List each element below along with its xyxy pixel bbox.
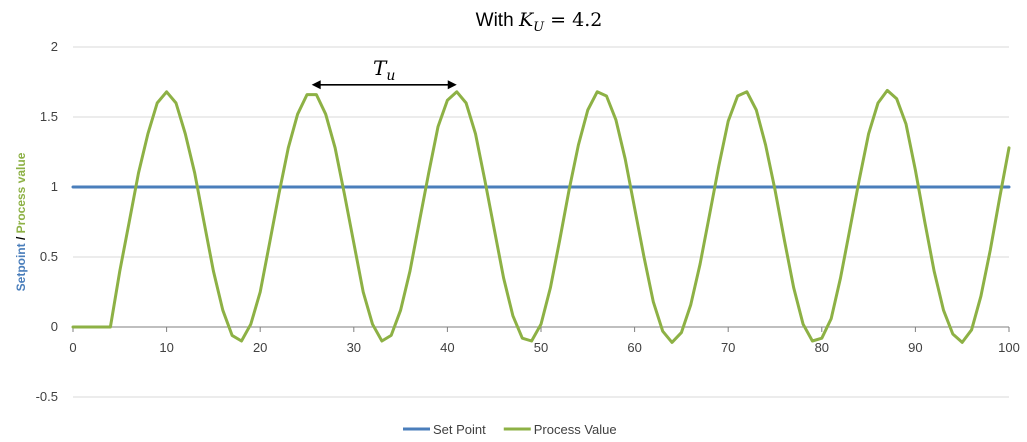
- legend-label: Set Point: [433, 422, 486, 437]
- y-axis-label-setpoint: Setpoint: [14, 243, 28, 291]
- y-tick-label: 0.5: [40, 249, 58, 264]
- y-axis-label: Setpoint / Process value: [14, 152, 28, 291]
- period-label-var: T: [373, 56, 388, 80]
- chart-title-prefix: With: [476, 10, 519, 31]
- x-tick-label: 90: [908, 340, 922, 355]
- y-axis-label-separator: /: [14, 233, 28, 243]
- y-tick-label: 1.5: [40, 109, 58, 124]
- period-annotation: Tu: [311, 56, 457, 90]
- x-tick-label: 70: [721, 340, 735, 355]
- chart-title-sub: U: [533, 20, 545, 35]
- chart-title-rest: = 4.2: [544, 9, 602, 31]
- x-tick-label: 60: [627, 340, 641, 355]
- x-tick-label: 50: [534, 340, 548, 355]
- x-tick-label: 80: [815, 340, 829, 355]
- legend-label: Process Value: [534, 422, 617, 437]
- y-tick-label: 0: [51, 319, 58, 334]
- x-tick-label: 10: [159, 340, 173, 355]
- period-arrow-head-left: [311, 80, 321, 90]
- series-line-process-value: [71, 88, 1011, 344]
- y-axis-label-process-value: Process value: [14, 152, 28, 233]
- y-tick-label: 2: [51, 39, 58, 54]
- x-axis: 0 10 20 30 40 50 60 70 80 90 100: [69, 326, 1020, 355]
- x-tick-label: 100: [998, 340, 1020, 355]
- chart-title: With KU = 4.2: [476, 9, 603, 35]
- legend: Set Point Process Value: [403, 422, 617, 437]
- chart-title-var: K: [518, 9, 535, 31]
- series-layer: [71, 88, 1011, 344]
- x-tick-label: 0: [69, 340, 76, 355]
- x-tick-label: 30: [347, 340, 361, 355]
- period-label: Tu: [373, 56, 395, 84]
- y-tick-label: -0.5: [36, 389, 58, 404]
- y-tick-labels: -0.5 0 0.5 1 1.5 2: [36, 39, 58, 404]
- y-tick-label: 1: [51, 179, 58, 194]
- x-tick-label: 40: [440, 340, 454, 355]
- period-label-sub: u: [386, 68, 395, 84]
- x-tick-label: 20: [253, 340, 267, 355]
- period-arrow-head-right: [447, 80, 457, 90]
